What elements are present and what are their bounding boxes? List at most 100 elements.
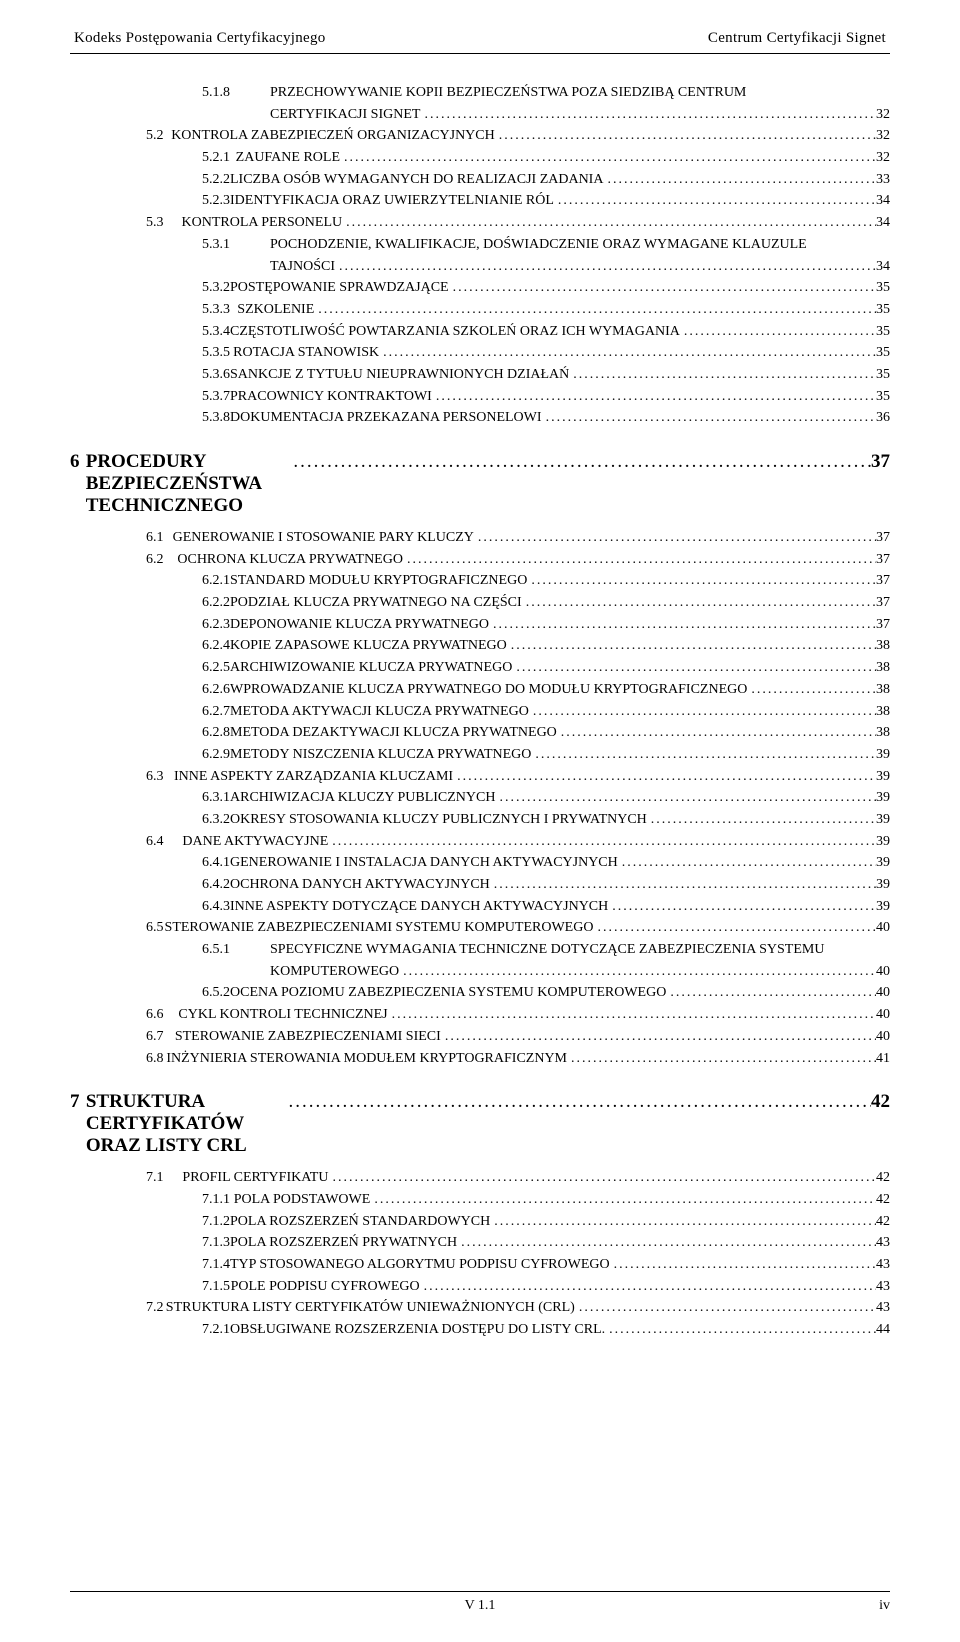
toc-number: 7 — [70, 1091, 86, 1113]
toc-leader: ........................................… — [522, 592, 876, 614]
toc-page: 32 — [876, 104, 890, 126]
toc-leader: ........................................… — [441, 1026, 876, 1048]
toc-leader: ........................................… — [420, 104, 876, 126]
toc-number: 5.2.3 — [202, 190, 230, 212]
toc-number: 5.1.8 — [202, 82, 270, 104]
toc-leader: ........................................… — [453, 766, 876, 788]
toc-leader: ........................................… — [567, 1048, 876, 1070]
toc-number: 5.3.1 — [202, 234, 270, 256]
toc-label: Struktura certyfikatów oraz listy CRL — [86, 1091, 283, 1157]
footer-version: V 1.1 — [70, 1598, 890, 1614]
toc-number: 5.3.8 — [202, 407, 230, 429]
toc-leader: ........................................… — [370, 1189, 876, 1211]
toc-leader: ........................................… — [328, 1167, 876, 1189]
toc-page: 43 — [876, 1232, 890, 1254]
toc-number: 7.1 — [146, 1167, 182, 1189]
toc-entry: 7.1.1Pola podstawowe....................… — [70, 1189, 890, 1211]
toc-leader: ........................................… — [314, 299, 876, 321]
toc-page: 38 — [876, 701, 890, 723]
toc-entry: 5.3Kontrola personelu...................… — [70, 212, 890, 234]
doc-page: Kodeks Postępowania Certyfikacyjnego Cen… — [0, 0, 960, 1642]
toc-label: Metoda dezaktywacji klucza prywatnego — [230, 722, 557, 744]
toc-number: 6.4 — [146, 831, 182, 853]
toc-leader: ........................................… — [420, 1276, 876, 1298]
toc-label: Okresy stosowania kluczy publicznych i p… — [230, 809, 647, 831]
toc-entry: 6.2Ochrona klucza prywatnego............… — [70, 549, 890, 571]
toc-number: 6.2.8 — [202, 722, 230, 744]
toc-number: 7.1.2 — [202, 1211, 230, 1233]
toc-leader: ........................................… — [335, 256, 876, 278]
toc-entry: 7.1.5Pole podpisu cyfrowego.............… — [70, 1276, 890, 1298]
toc-label: Archiwizowanie klucza prywatnego — [230, 657, 512, 679]
toc-entry: 5.2.1Zaufane role.......................… — [70, 147, 890, 169]
toc-entry: 6.4.3Inne aspekty dotyczące danych aktyw… — [70, 896, 890, 918]
toc-number: 5.3.4 — [202, 321, 230, 343]
toc-page: 39 — [876, 874, 890, 896]
toc-label: Inne aspekty zarządzania kluczami — [174, 766, 453, 788]
toc-entry: 6.2.2Podział klucza prywatnego na części… — [70, 592, 890, 614]
toc-entry: 6.3.1Archiwizacja kluczy publicznych....… — [70, 787, 890, 809]
toc-label: Procedury bezpieczeństwa technicznego — [86, 451, 288, 517]
toc-entry: 5.2.2Liczba osób wymaganych do realizacj… — [70, 169, 890, 191]
toc-chapter: 7Struktura certyfikatów oraz listy CRL..… — [70, 1091, 890, 1157]
toc-number: 6.2.4 — [202, 635, 230, 657]
toc-label: tajności — [270, 256, 335, 278]
toc-label: Sterowanie zabezpieczeniami sieci — [175, 1026, 441, 1048]
toc-entry: 6.7Sterowanie zabezpieczeniami sieci....… — [70, 1026, 890, 1048]
toc-page: 32 — [876, 125, 890, 147]
toc-number: 6.5 — [146, 917, 165, 939]
toc-leader: ........................................… — [495, 787, 876, 809]
toc-leader: ........................................… — [529, 701, 876, 723]
toc-label: Pochodzenie, kwalifikacje, doświadczenie… — [270, 234, 807, 256]
toc-leader: ........................................… — [328, 831, 876, 853]
toc-page: 40 — [876, 961, 890, 983]
toc-leader: ........................................… — [605, 1319, 876, 1341]
toc-label: Ochrona danych aktywacyjnych — [230, 874, 490, 896]
toc-entry: 5.2.3Identyfikacja oraz uwierzytelnianie… — [70, 190, 890, 212]
toc-number: 5.3 — [146, 212, 181, 234]
toc-label: Liczba osób wymaganych do realizacji zad… — [230, 169, 603, 191]
toc-leader: ........................................… — [457, 1232, 876, 1254]
toc-entry: 6.1Generowanie i stosowanie pary kluczy.… — [70, 527, 890, 549]
toc-label: Metoda aktywacji klucza prywatnego — [230, 701, 529, 723]
toc-entry: komputerowego...........................… — [270, 961, 890, 983]
toc-entry: 6.2.4Kopie zapasowe klucza prywatnego...… — [70, 635, 890, 657]
toc-label: Ochrona klucza prywatnego — [177, 549, 403, 571]
toc-label: Postępowanie sprawdzające — [230, 277, 449, 299]
toc-number: 6.5.2 — [202, 982, 230, 1004]
toc-number: 6 — [70, 451, 86, 473]
toc-page: 34 — [876, 256, 890, 278]
toc-leader: ........................................… — [432, 386, 876, 408]
toc-label: Wprowadzanie klucza prywatnego do modułu… — [230, 679, 747, 701]
toc-page: 42 — [876, 1167, 890, 1189]
toc-page: 40 — [876, 917, 890, 939]
toc-label: Identyfikacja oraz uwierzytelnianie ról — [230, 190, 554, 212]
toc-leader: ........................................… — [507, 635, 876, 657]
toc-number: 5.3.5 — [202, 342, 233, 364]
toc-number: 6.3.2 — [202, 809, 230, 831]
toc-label: Szkolenie — [237, 299, 314, 321]
toc-entry: 6.4.1Generowanie i instalacja danych akt… — [70, 852, 890, 874]
toc-page: 38 — [876, 657, 890, 679]
toc-page: 35 — [876, 321, 890, 343]
toc-entry: 7.2Struktura listy certyfikatów unieważn… — [70, 1297, 890, 1319]
toc-number: 6.3.1 — [202, 787, 230, 809]
toc-label: Obsługiwane rozszerzenia dostępu do list… — [230, 1319, 605, 1341]
toc-leader: ........................................… — [340, 147, 876, 169]
toc-entry: 6.5.1Specyficzne wymagania techniczne do… — [70, 939, 890, 961]
toc-leader: ........................................… — [593, 917, 876, 939]
toc-label: Profil certyfikatu — [182, 1167, 328, 1189]
toc-number: 5.2.1 — [202, 147, 236, 169]
page-header: Kodeks Postępowania Certyfikacyjnego Cen… — [70, 30, 890, 54]
toc-leader: ........................................… — [399, 961, 876, 983]
toc-leader: ........................................… — [647, 809, 876, 831]
toc-number: 5.2 — [146, 125, 171, 147]
toc-page: 37 — [876, 527, 890, 549]
toc-page: 32 — [876, 147, 890, 169]
toc-leader: ........................................… — [403, 549, 876, 571]
toc-label: Pola podstawowe — [234, 1189, 371, 1211]
toc-page: 39 — [876, 896, 890, 918]
toc-page: 38 — [876, 679, 890, 701]
toc-label: Generowanie i instalacja danych aktywacy… — [230, 852, 618, 874]
toc-label: Zaufane role — [236, 147, 340, 169]
